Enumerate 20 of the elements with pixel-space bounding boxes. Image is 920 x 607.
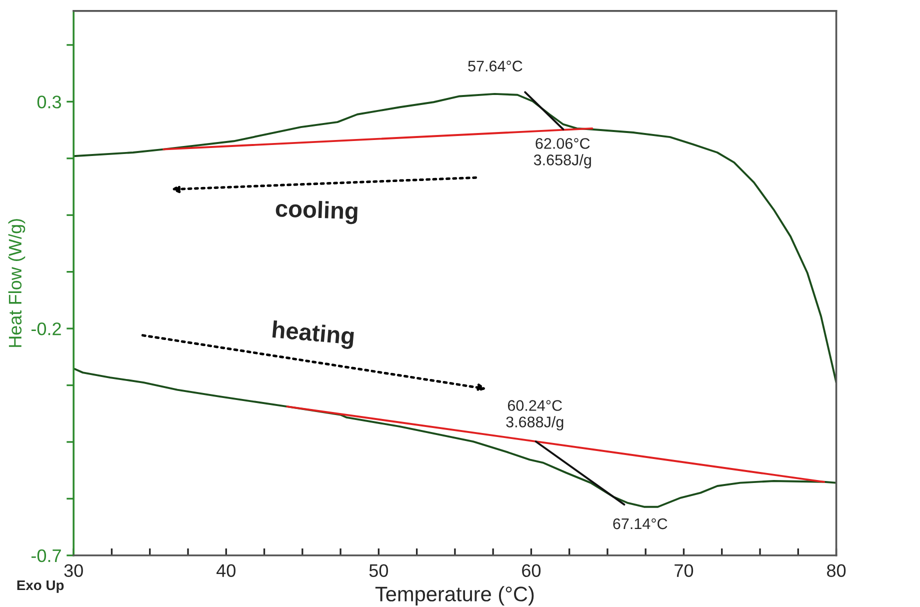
y-tick-label: -0.2 <box>31 322 61 336</box>
annotation: cooling <box>275 199 358 224</box>
x-tick-label: 30 <box>64 564 83 577</box>
x-tick-label: 80 <box>827 564 846 577</box>
x-tick-label: 40 <box>216 564 236 577</box>
x-tick-label: 50 <box>369 564 388 577</box>
annotation: heating <box>272 320 354 350</box>
annotation: 57.64°C <box>468 60 522 72</box>
annotation: 62.06°C 3.658J/g <box>534 138 591 168</box>
annotation: 60.24°C 3.688J/g <box>506 400 564 430</box>
annotation: 67.14°C <box>613 518 668 530</box>
y-tick-label: -0.7 <box>31 549 61 562</box>
x-tick-label: 60 <box>522 564 541 577</box>
text: Exo Up <box>17 580 64 593</box>
y-tick-label: 0.3 <box>37 96 62 108</box>
line-series <box>74 92 836 384</box>
x-tick-label: 70 <box>674 564 694 577</box>
y-axis-title: Heat Flow (W/g) <box>8 219 26 347</box>
x-axis-title: Temperature (°C) <box>375 586 534 606</box>
line-series <box>74 367 836 508</box>
